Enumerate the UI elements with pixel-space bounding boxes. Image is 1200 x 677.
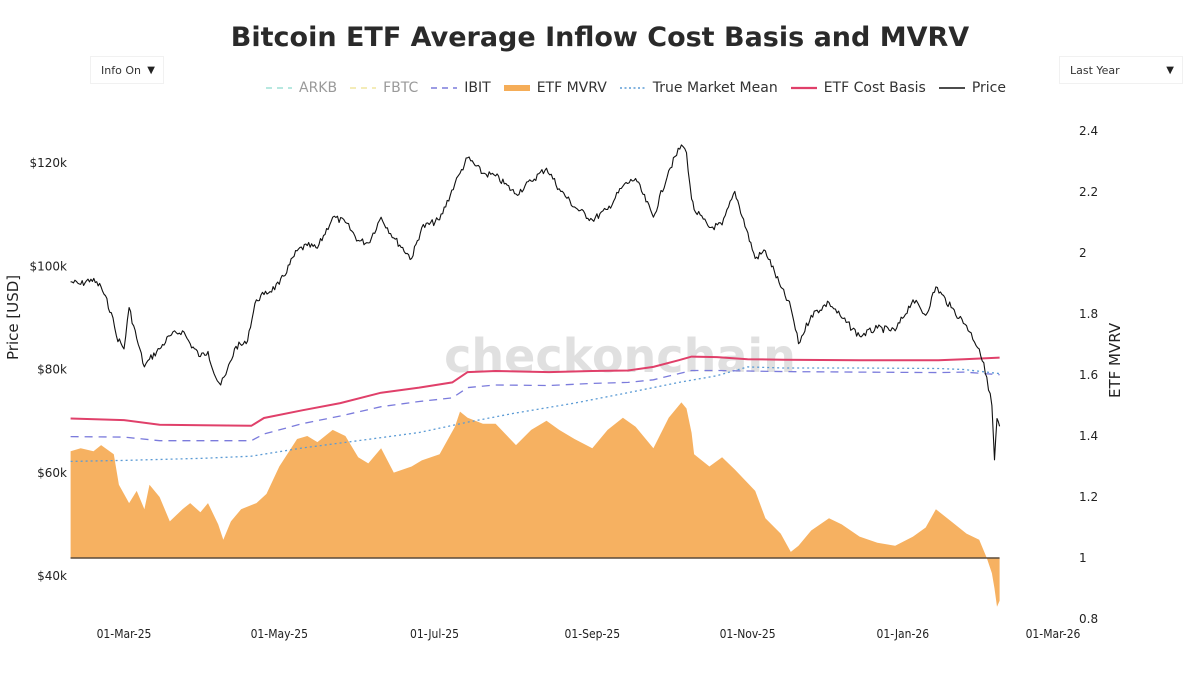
y-tick-label: $60k — [37, 466, 67, 480]
x-tick-label: 01-Sep-25 — [565, 627, 621, 641]
legend-swatch-icon — [431, 87, 458, 89]
legend-swatch-icon — [938, 87, 965, 89]
y2-tick-label: 2 — [1079, 246, 1087, 260]
x-tick-label: 01-May-25 — [251, 627, 308, 641]
y2-tick-label: 1 — [1079, 551, 1087, 565]
chart-title: Bitcoin ETF Average Inflow Cost Basis an… — [230, 22, 970, 53]
etf-cost-basis-line — [70, 355, 1000, 427]
chevron-down-icon: ▼ — [147, 64, 155, 76]
x-tick-label: 01-Jul-25 — [410, 627, 459, 641]
chevron-down-icon: ▼ — [1166, 64, 1174, 76]
range-dropdown-value: Last Year — [1070, 63, 1120, 77]
legend-swatch-icon — [790, 86, 817, 90]
y2-tick-label: 0.8 — [1079, 612, 1098, 626]
y-tick-label: $80k — [37, 363, 67, 377]
x-tick-label: 01-Mar-25 — [97, 627, 152, 641]
legend-swatch-icon — [503, 85, 530, 91]
legend-item-ibit[interactable]: IBIT — [430, 80, 491, 96]
x-tick-label: 01-Nov-25 — [720, 627, 776, 641]
watermark: checkonchain — [444, 329, 796, 383]
legend-label: FBTC — [383, 80, 419, 96]
legend-label: IBIT — [464, 80, 491, 96]
legend-label: ETF Cost Basis — [823, 80, 926, 96]
legend-item-etf-cost-basis[interactable]: ETF Cost Basis — [790, 80, 926, 96]
etf-mvrv-area — [70, 402, 1000, 607]
legend-item-price[interactable]: Price — [938, 80, 1006, 96]
legend-swatch-icon — [350, 87, 377, 89]
x-tick-label: 01-Jan-26 — [877, 627, 930, 641]
legend-item-fbtc[interactable]: FBTC — [349, 80, 418, 96]
true-market-mean-line — [70, 366, 1000, 463]
y-tick-label: $40k — [37, 569, 67, 583]
y-tick-label: $120k — [30, 156, 68, 170]
y2-tick-label: 2.4 — [1079, 124, 1098, 138]
price-line — [70, 144, 1001, 461]
legend-label: ARKB — [299, 80, 338, 96]
y2-tick-label: 1.6 — [1079, 368, 1098, 382]
legend-label: True Market Mean — [652, 80, 778, 96]
legend-label: ETF MVRV — [536, 80, 607, 96]
legend-item-arkb[interactable]: ARKB — [265, 80, 337, 96]
chart-legend: ARKB FBTC IBIT ETF MVRV True Market Mean ETF … — [265, 80, 1018, 96]
y2-tick-label: 1.4 — [1079, 429, 1098, 443]
x-tick-label: 01-Mar-26 — [1026, 627, 1081, 641]
info-dropdown[interactable]: Info On ▼ — [90, 56, 164, 84]
legend-swatch-icon — [266, 87, 292, 89]
y2-tick-label: 2.2 — [1079, 185, 1098, 199]
legend-item-true-market-mean[interactable]: True Market Mean — [619, 80, 778, 96]
range-dropdown[interactable]: Last Year ▼ — [1059, 56, 1183, 84]
info-dropdown-value: Info On — [101, 63, 141, 77]
y2-tick-label: 1.2 — [1079, 490, 1098, 504]
legend-item-etf-mvrv[interactable]: ETF MVRV — [503, 80, 607, 96]
y-tick-label: $100k — [30, 259, 68, 273]
legend-label: Price — [971, 80, 1006, 96]
y2-tick-label: 1.8 — [1079, 307, 1098, 321]
